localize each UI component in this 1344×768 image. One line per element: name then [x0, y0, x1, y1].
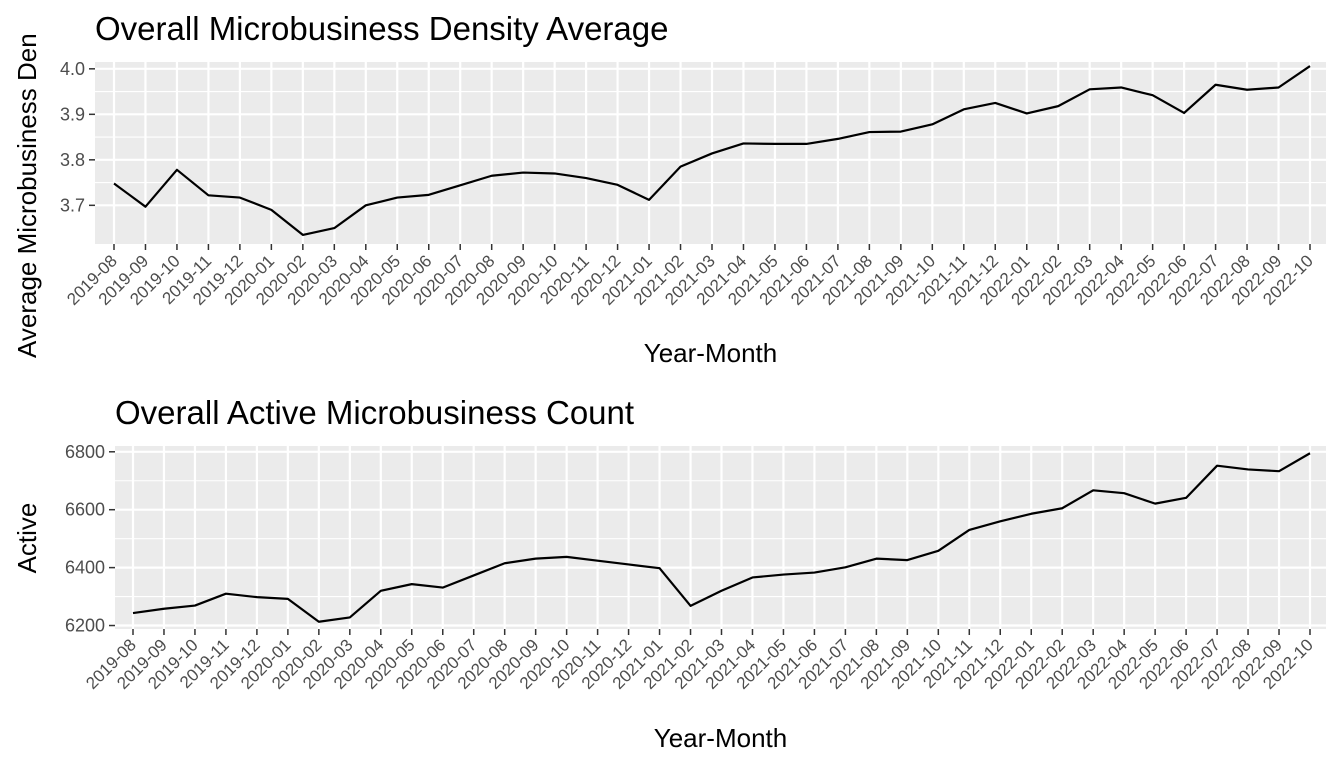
y-tick-label: 6400 — [65, 558, 105, 578]
gridlines — [95, 62, 1326, 244]
y-tick-label: 3.9 — [60, 104, 85, 124]
gridlines — [115, 446, 1326, 629]
y-tick-label: 6600 — [65, 500, 105, 520]
y-tick-label: 3.8 — [60, 150, 85, 170]
y-axis: 3.7 3.8 3.9 4.0 — [60, 59, 95, 215]
y-tick-label: 4.0 — [60, 59, 85, 79]
y-axis-label: Active — [12, 503, 42, 574]
y-tick-label: 6200 — [65, 616, 105, 636]
x-axis: 2019-082019-092019-102019-112019-122020-… — [82, 629, 1317, 693]
x-axis: 2019-082019-092019-102019-112019-122020-… — [63, 244, 1317, 309]
chart-title: Overall Active Microbusiness Count — [115, 394, 634, 431]
y-axis: 6200 6400 6600 6800 — [65, 442, 115, 636]
y-tick-label: 3.7 — [60, 195, 85, 215]
series-line — [113, 65, 1311, 236]
y-axis-label: Average Microbusiness Den — [12, 33, 42, 358]
chart-panel-1: 3.7 3.8 3.9 4.0 2019-082019-092019-102019-11… — [12, 10, 1326, 368]
chart-panel-2: 6200 6400 6600 6800 2019-082019-092019-10201… — [12, 394, 1326, 753]
chart-title: Overall Microbusiness Density Average — [95, 10, 668, 47]
y-tick-label: 6800 — [65, 442, 105, 462]
x-axis-label: Year-Month — [654, 723, 787, 753]
x-axis-label: Year-Month — [644, 338, 777, 368]
series-line — [132, 452, 1311, 623]
